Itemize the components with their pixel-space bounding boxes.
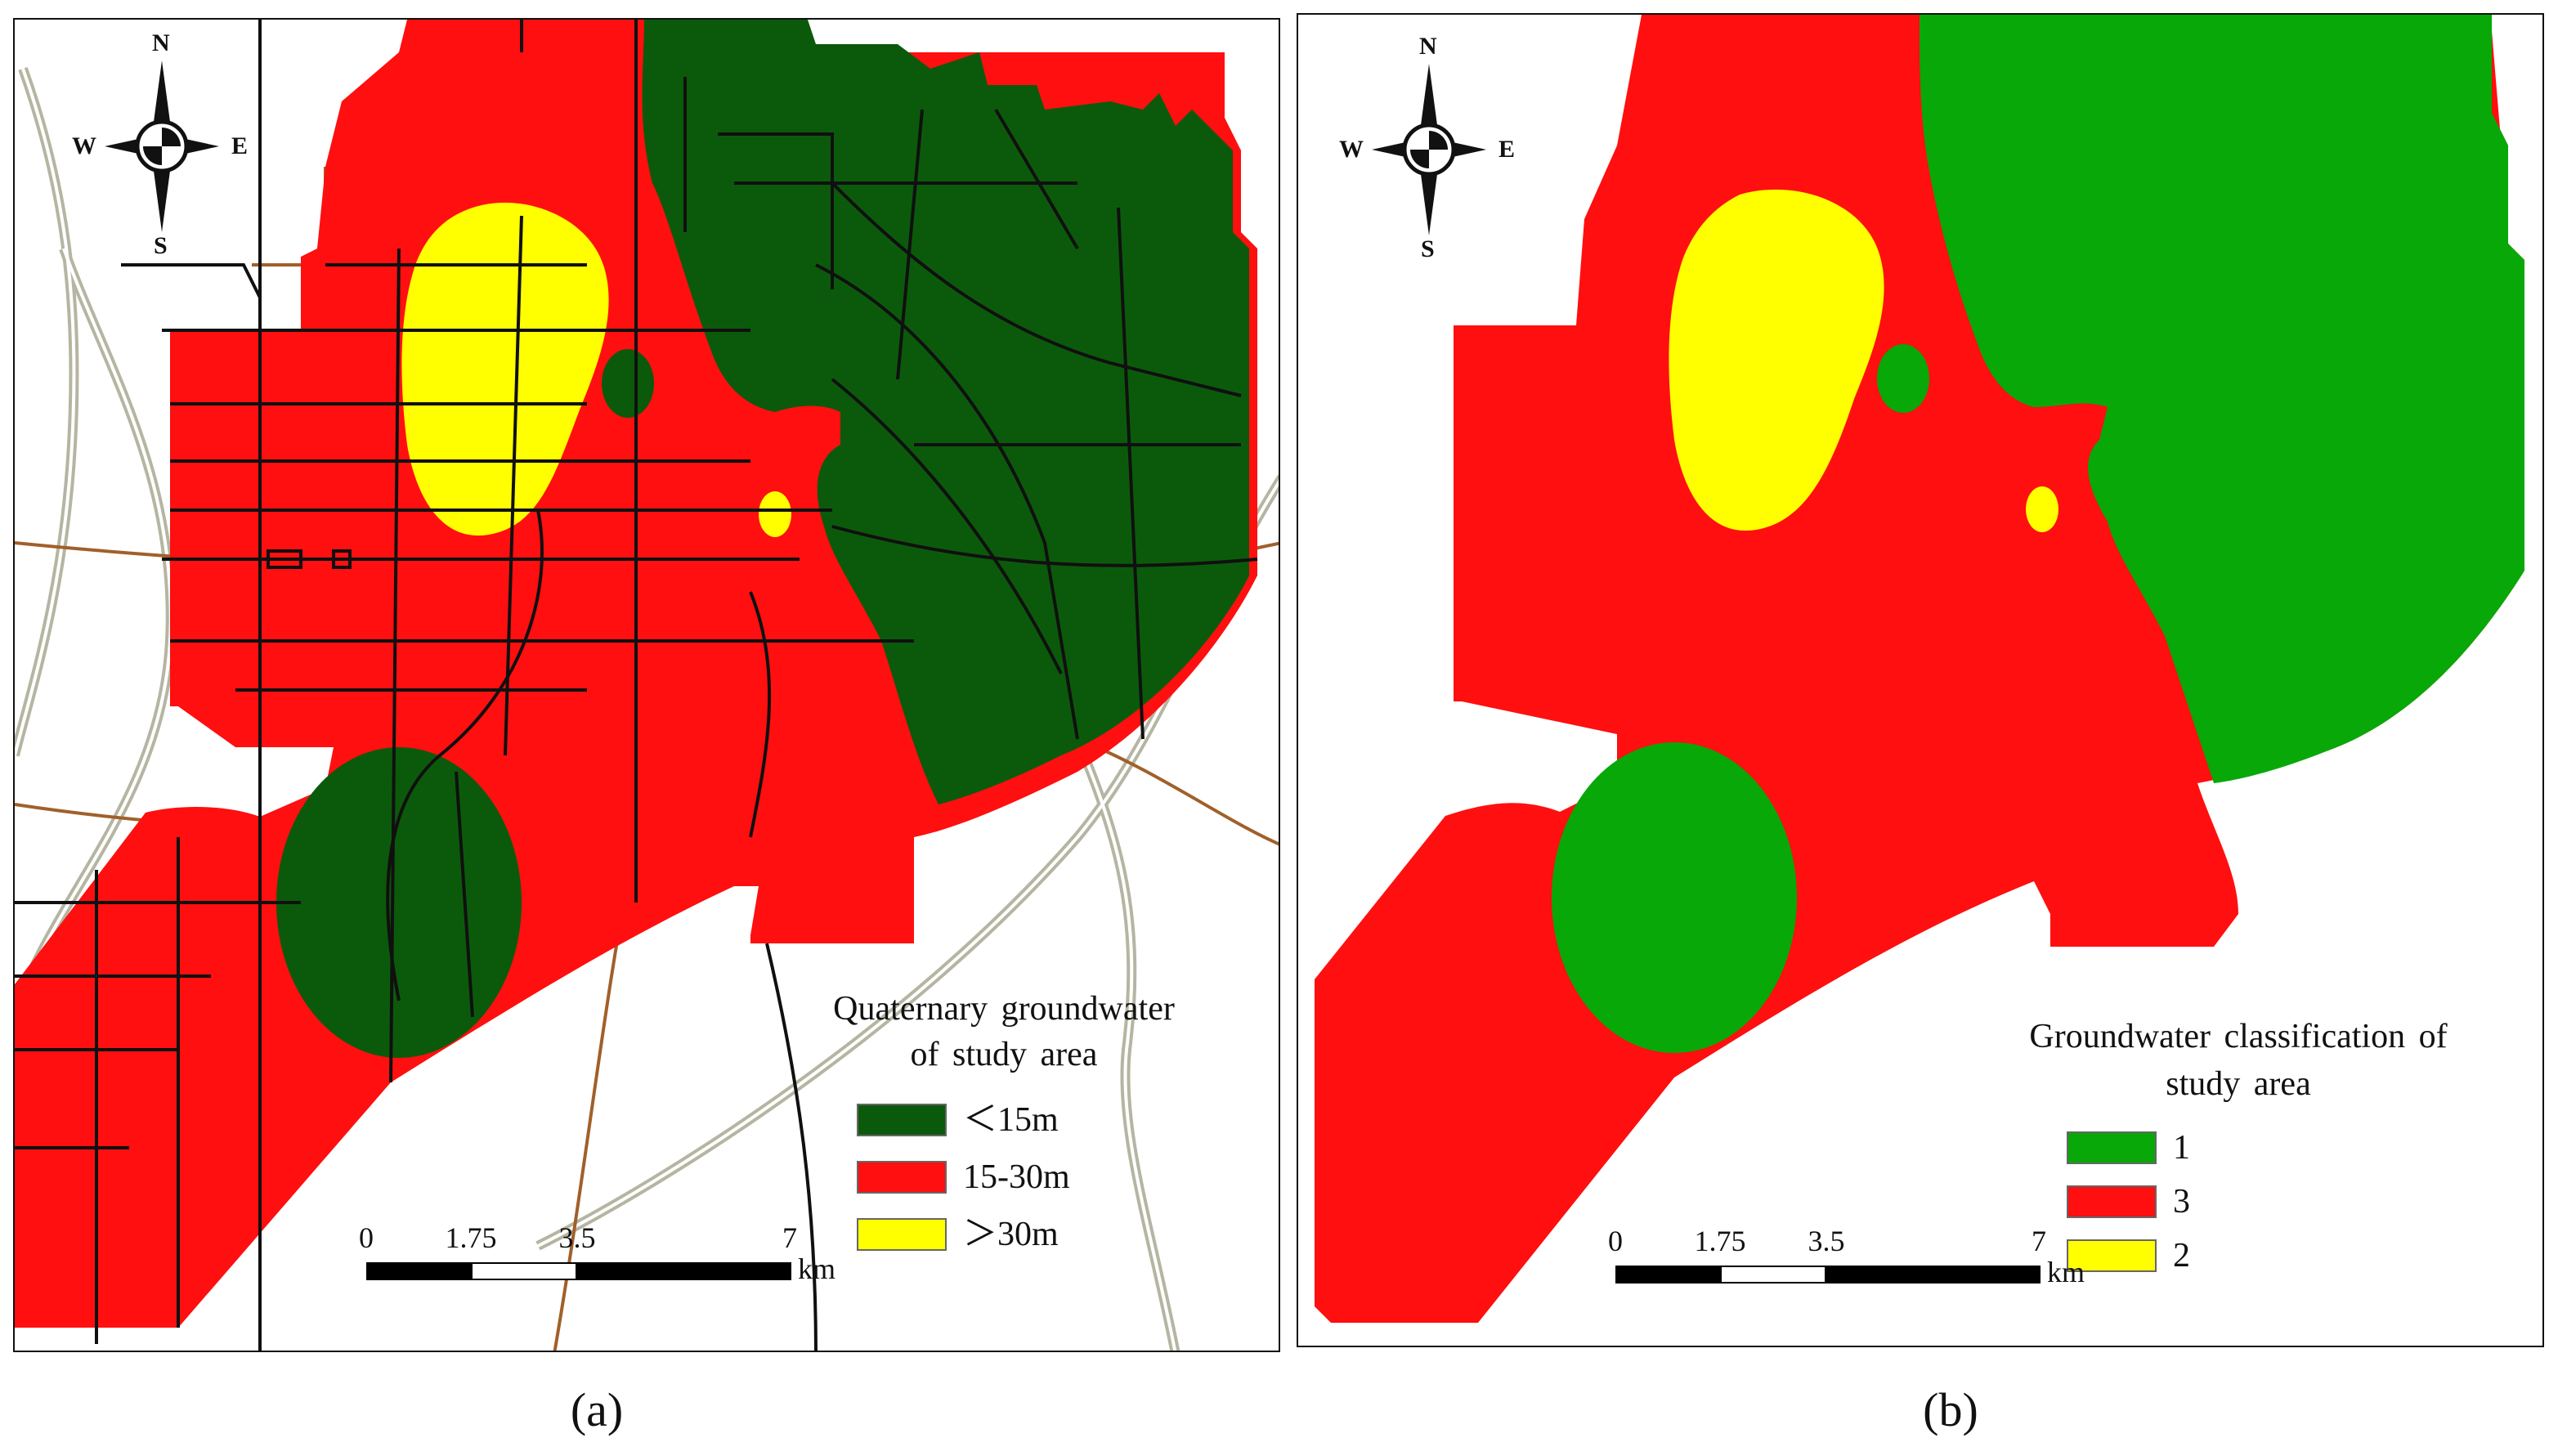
scale-segment bbox=[1720, 1266, 1826, 1284]
map-panel-a: N S W E Quaternary groundwater of study … bbox=[13, 18, 1280, 1352]
legend-label: 1 bbox=[2173, 1129, 2190, 1167]
legend-swatch-yellow bbox=[857, 1218, 947, 1251]
zone-class-1 bbox=[1552, 15, 2524, 1053]
caption-b: (b) bbox=[1923, 1383, 1978, 1436]
north-arrow-icon bbox=[105, 60, 219, 232]
compass-rose-a: N S W E bbox=[72, 29, 252, 259]
legend-label: 15-30m bbox=[963, 1158, 1070, 1196]
legend-label: 3 bbox=[2173, 1183, 2190, 1221]
zone-gt-30m-small bbox=[759, 491, 791, 537]
legend-swatch-yellow bbox=[2067, 1239, 2157, 1272]
compass-north-label: N bbox=[152, 29, 170, 56]
legend-title-line1: Groundwater classification of bbox=[2029, 1018, 2448, 1055]
scale-units-label: km bbox=[2047, 1256, 2085, 1288]
zone-class-1-small bbox=[1877, 344, 1929, 413]
scale-segment bbox=[576, 1262, 791, 1280]
zone-class-2-small bbox=[2026, 486, 2058, 532]
legend-title-line1: Quaternary groundwater bbox=[833, 990, 1175, 1028]
legend-swatch-red bbox=[2067, 1185, 2157, 1218]
zone-gt-30m-main bbox=[401, 202, 609, 536]
legend-label: ＜15m bbox=[963, 1101, 1059, 1139]
legend-a: Quaternary groundwater of study area ＜15… bbox=[775, 984, 1233, 1295]
caption-a: (a) bbox=[570, 1383, 624, 1436]
scale-segment bbox=[366, 1262, 473, 1280]
scale-units-label: km bbox=[798, 1252, 836, 1285]
scale-tick-label: 0 bbox=[359, 1221, 374, 1254]
compass-east-label: E bbox=[1498, 136, 1516, 163]
scale-tick-label: 1.75 bbox=[445, 1221, 497, 1254]
legend-swatch-red bbox=[857, 1161, 947, 1194]
scale-tick-label: 3.5 bbox=[558, 1221, 596, 1254]
map-panel-b: N S W E Groundwater classification of st… bbox=[1297, 13, 2544, 1347]
scale-tick-label: 7 bbox=[782, 1221, 797, 1254]
compass-west-label: W bbox=[72, 132, 96, 159]
compass-west-label: W bbox=[1339, 136, 1364, 163]
legend-label: ＞30m bbox=[963, 1216, 1059, 1253]
black-roads bbox=[15, 20, 1258, 1351]
groundwater-depth-map bbox=[15, 20, 1279, 1351]
scale-tick-label: 1.75 bbox=[1694, 1225, 1746, 1257]
zone-class-2 bbox=[1669, 189, 2058, 532]
scale-segment bbox=[471, 1262, 577, 1280]
legend-title-line2: of study area bbox=[910, 1036, 1098, 1073]
zone-lt-15m-small bbox=[602, 349, 654, 418]
zone-lt-15m-south-ellipse bbox=[276, 747, 522, 1058]
legend-swatch-green bbox=[2067, 1131, 2157, 1164]
zone-gt-30m bbox=[401, 202, 791, 537]
north-arrow-icon bbox=[1372, 64, 1486, 235]
scale-tick-label: 3.5 bbox=[1808, 1225, 1845, 1257]
scale-tick-label: 7 bbox=[2032, 1225, 2046, 1257]
scale-segment bbox=[1825, 1266, 2041, 1284]
legend-swatch-dark-green bbox=[857, 1104, 947, 1136]
compass-south-label: S bbox=[154, 232, 168, 259]
zone-class-1-northeast bbox=[1920, 15, 2524, 783]
legend-title-line2: study area bbox=[2166, 1065, 2311, 1103]
scalebar-a: 0 1.75 3.5 7 km bbox=[350, 1221, 873, 1311]
highway-west bbox=[15, 66, 79, 757]
groundwater-classification-map bbox=[1315, 15, 2524, 1323]
legend-b: Groundwater classification of study area… bbox=[1960, 1012, 2516, 1323]
compass-south-label: S bbox=[1421, 235, 1435, 262]
compass-rose-b: N S W E bbox=[1339, 33, 1519, 262]
zone-class-2-main bbox=[1669, 189, 1884, 531]
zone-class-1-south-ellipse bbox=[1552, 742, 1797, 1053]
legend-label: 2 bbox=[2173, 1237, 2190, 1275]
compass-north-label: N bbox=[1419, 33, 1437, 60]
compass-east-label: E bbox=[231, 132, 249, 159]
scale-segment bbox=[1615, 1266, 1722, 1284]
scale-tick-label: 0 bbox=[1608, 1225, 1623, 1257]
zone-lt-15m-northeast bbox=[642, 20, 1249, 804]
scalebar-b: 0 1.75 3.5 7 km bbox=[1599, 1225, 2122, 1315]
